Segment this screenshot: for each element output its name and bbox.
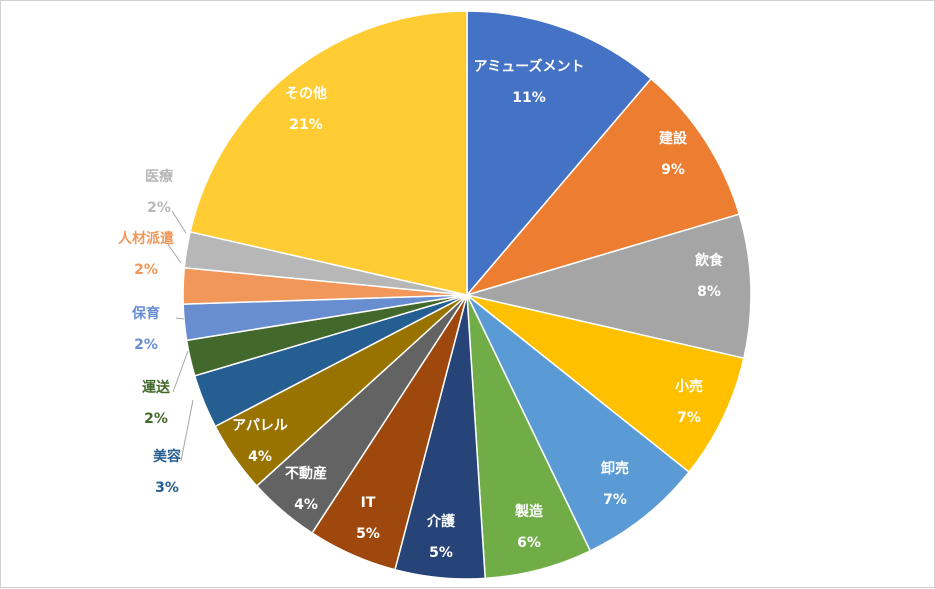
slice-percent-label: 4% [294, 497, 318, 513]
slice-category-label: 保育 [131, 305, 160, 322]
slice-percent-label: 6% [517, 535, 541, 551]
slice-percent-label: 3% [155, 480, 179, 496]
slice-category-label: アミューズメント [473, 58, 584, 75]
pie-slice-5 [466, 294, 691, 552]
slice-percent-label: 7% [677, 410, 701, 426]
slice-percent-label: 2% [134, 337, 158, 353]
slice-category-label: 小売 [675, 378, 703, 395]
slice-category-label: 美容 [153, 448, 181, 465]
slice-percent-label: 2% [147, 200, 171, 216]
slice-category-label: 飲食 [694, 252, 724, 269]
slice-category-label: 卸売 [601, 460, 629, 477]
slice-percent-label: 7% [603, 492, 627, 508]
leader-line-12 [172, 350, 189, 393]
pie-slice-3 [464, 213, 752, 360]
slice-category-label: 建設 [659, 130, 688, 147]
leader-line-15 [171, 210, 187, 234]
slice-category-label: 介護 [426, 513, 456, 530]
leader-line-13 [175, 317, 185, 320]
leader-line-14 [166, 242, 182, 264]
slice-percent-label: 9% [661, 162, 685, 178]
slice-category-label: アパレル [232, 418, 288, 434]
leader-lines [166, 210, 194, 462]
slice-percent-label: 5% [429, 545, 453, 561]
slice-percent-label: 11% [512, 90, 546, 106]
slice-percent-label: 4% [248, 449, 272, 465]
slice-category-label: 運送 [142, 379, 171, 396]
slice-category-label: IT [361, 495, 376, 511]
pie-slices [182, 10, 752, 580]
slice-category-label: 人材派遣 [118, 230, 174, 247]
data-labels: アミューズメント 11% 建設 9% 飲食 8% 小売 7% 卸売 7% 製造 6% 介護 5% IT 5% 不… [118, 58, 724, 561]
slice-percent-label: 5% [356, 526, 380, 542]
slice-category-label: その他 [285, 85, 327, 102]
slice-percent-label: 2% [134, 262, 158, 278]
slice-category-label: 医療 [145, 168, 174, 185]
slice-category-label: 製造 [514, 503, 543, 520]
pie-slice-1 [466, 10, 653, 298]
slice-category-label: 不動産 [285, 465, 327, 482]
leader-line-11 [180, 399, 194, 462]
pie-slice-16 [189, 10, 468, 296]
pie-slice-2 [464, 77, 741, 297]
slice-percent-label: 21% [289, 117, 323, 133]
slice-percent-label: 8% [697, 284, 721, 300]
pie-slice-4 [466, 294, 745, 474]
slice-percent-label: 2% [144, 411, 168, 427]
